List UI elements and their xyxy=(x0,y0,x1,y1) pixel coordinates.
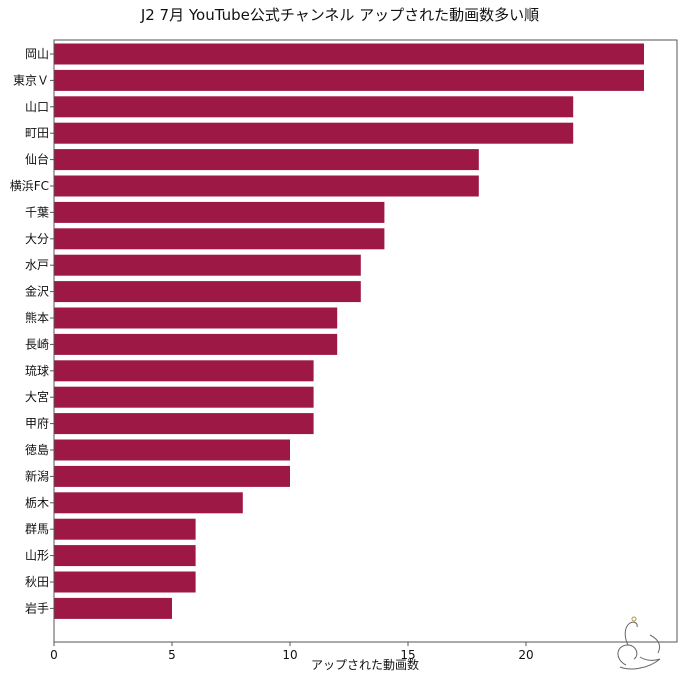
bar-12 xyxy=(54,360,314,382)
bar-4 xyxy=(54,149,479,171)
category-label: 金沢 xyxy=(25,284,49,299)
bar-10 xyxy=(54,307,338,329)
category-label: 新潟 xyxy=(25,468,49,483)
bar-19 xyxy=(54,545,196,567)
x-axis-ticks: 0 5 10 15 20 xyxy=(50,642,534,662)
bar-17 xyxy=(54,492,243,514)
category-label: 町田 xyxy=(25,126,49,140)
bar-16 xyxy=(54,465,290,487)
x-tick-label: 0 xyxy=(50,648,58,662)
bar-15 xyxy=(54,439,290,461)
category-label: 熊本 xyxy=(25,310,49,325)
bar-0 xyxy=(54,43,644,65)
bar-2 xyxy=(54,96,574,118)
bar-9 xyxy=(54,281,361,303)
plot-frame xyxy=(53,39,678,643)
category-label: 東京Ｖ xyxy=(13,73,49,87)
category-label: 群馬 xyxy=(25,522,49,536)
bar-20 xyxy=(54,571,196,593)
category-label: 長崎 xyxy=(25,337,49,351)
category-label: 岩手 xyxy=(25,600,49,615)
bar-1 xyxy=(54,69,644,91)
x-axis-label: アップされた動画数 xyxy=(311,657,419,672)
bar-3 xyxy=(54,122,574,144)
bar-6 xyxy=(54,201,385,223)
category-label: 栃木 xyxy=(25,496,49,510)
category-label: 横浜FC xyxy=(10,179,49,193)
bar-11 xyxy=(54,333,338,355)
category-label: 大分 xyxy=(25,232,49,246)
category-label: 秋田 xyxy=(25,575,49,589)
bar-14 xyxy=(54,413,314,435)
category-label: 琉球 xyxy=(25,364,49,378)
x-tick-label: 20 xyxy=(518,648,533,662)
x-tick-label: 10 xyxy=(282,648,297,662)
category-label: 岡山 xyxy=(25,47,49,61)
bar-7 xyxy=(54,228,385,250)
category-label: 甲府 xyxy=(25,416,49,431)
x-tick-label: 15 xyxy=(400,648,415,662)
bar-21 xyxy=(54,597,172,619)
swan-logo-watermark xyxy=(617,616,661,670)
category-label: 徳島 xyxy=(25,442,49,457)
category-label: 山形 xyxy=(25,549,49,563)
x-tick-label: 5 xyxy=(168,648,176,662)
bar-5 xyxy=(54,175,479,197)
category-label: 水戸 xyxy=(25,258,49,272)
bars-layer xyxy=(54,43,644,619)
bar-13 xyxy=(54,386,314,408)
category-label: 千葉 xyxy=(25,205,49,219)
category-label: 山口 xyxy=(25,100,49,114)
bar-8 xyxy=(54,254,361,276)
category-label: 大宮 xyxy=(25,389,49,404)
category-label: 仙台 xyxy=(25,152,49,167)
chart-title: J2 7月 YouTube公式チャンネル アップされた動画数多い順 xyxy=(140,6,540,24)
bar-18 xyxy=(54,518,196,540)
